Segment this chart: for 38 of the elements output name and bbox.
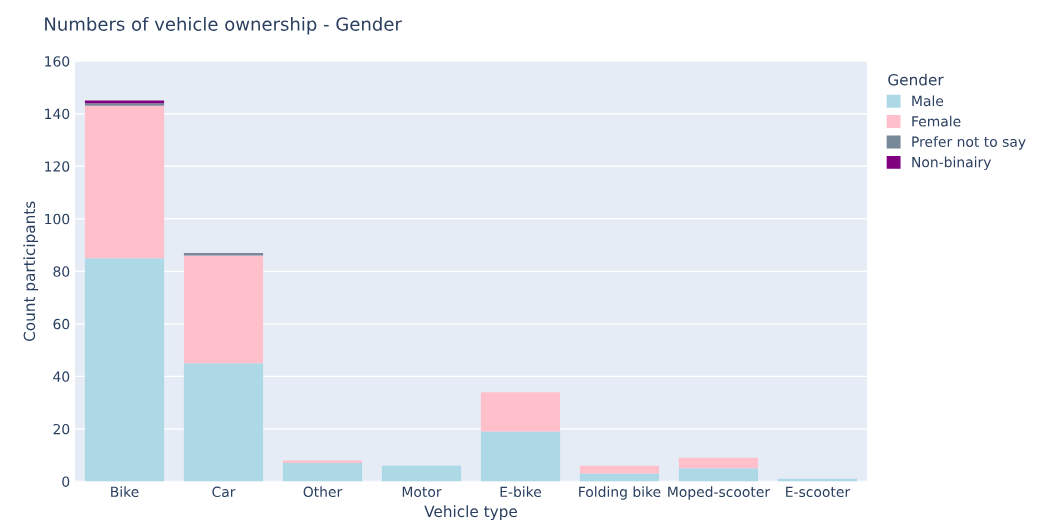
bar <box>183 363 264 482</box>
bar <box>84 258 165 482</box>
y-tick-label: 20 <box>53 423 70 435</box>
x-axis-title: Vehicle type <box>424 505 517 521</box>
y-tick-label: 140 <box>45 108 70 120</box>
x-tick-label: E-scooter <box>786 486 851 498</box>
bar <box>678 457 759 469</box>
chart-title: Numbers of vehicle ownership - Gender <box>45 16 402 35</box>
x-tick-label: Bike <box>111 486 139 498</box>
legend-label: Non-binairy <box>912 156 992 171</box>
bar <box>282 460 363 464</box>
bar <box>678 468 759 482</box>
y-tick-label: 60 <box>53 318 70 330</box>
y-tick-label: 120 <box>45 161 70 172</box>
bar <box>183 255 264 364</box>
y-tick-label: 160 <box>45 56 70 67</box>
y-tick-label: 40 <box>53 371 70 382</box>
x-tick-label: Motor <box>402 486 442 498</box>
y-tick-label: 100 <box>45 213 70 225</box>
bar <box>282 463 363 482</box>
legend-label: Male <box>912 95 944 107</box>
y-tick-label: 80 <box>53 266 70 277</box>
bar <box>381 465 462 482</box>
bar <box>480 392 561 432</box>
y-axis-title: Count participants <box>23 201 39 342</box>
bar <box>480 431 561 482</box>
bar <box>84 105 165 259</box>
y-tick-label: 0 <box>62 476 70 487</box>
x-tick-label: Moped-scooter <box>668 486 771 500</box>
bar <box>183 252 264 256</box>
legend-label: Female <box>912 115 961 127</box>
legend-label: Prefer not to say <box>912 136 1026 150</box>
legend-title: Gender <box>888 73 944 86</box>
bar <box>579 465 660 474</box>
x-tick-label: E-bike <box>500 486 542 498</box>
x-tick-label: Car <box>212 486 236 498</box>
x-tick-label: Other <box>303 486 343 498</box>
x-tick-label: Folding bike <box>579 486 661 500</box>
